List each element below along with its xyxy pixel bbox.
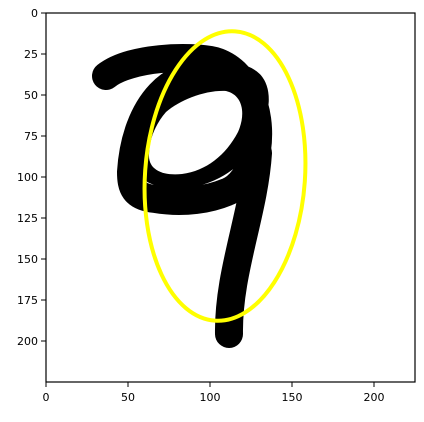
y-tick-label: 50 bbox=[24, 89, 38, 102]
x-tick-label: 200 bbox=[364, 391, 385, 404]
y-tick-label: 100 bbox=[17, 171, 38, 184]
y-tick-label: 0 bbox=[31, 7, 38, 20]
x-tick-label: 0 bbox=[43, 391, 50, 404]
y-tick-label: 200 bbox=[17, 335, 38, 348]
y-tick-label: 175 bbox=[17, 294, 38, 307]
y-tick-label: 150 bbox=[17, 253, 38, 266]
x-tick-label: 100 bbox=[200, 391, 221, 404]
x-tick-label: 150 bbox=[282, 391, 303, 404]
y-tick-label: 125 bbox=[17, 212, 38, 225]
y-tick-label: 75 bbox=[24, 130, 38, 143]
image-area bbox=[46, 13, 415, 382]
x-tick-label: 50 bbox=[121, 391, 135, 404]
y-tick-label: 25 bbox=[24, 48, 38, 61]
